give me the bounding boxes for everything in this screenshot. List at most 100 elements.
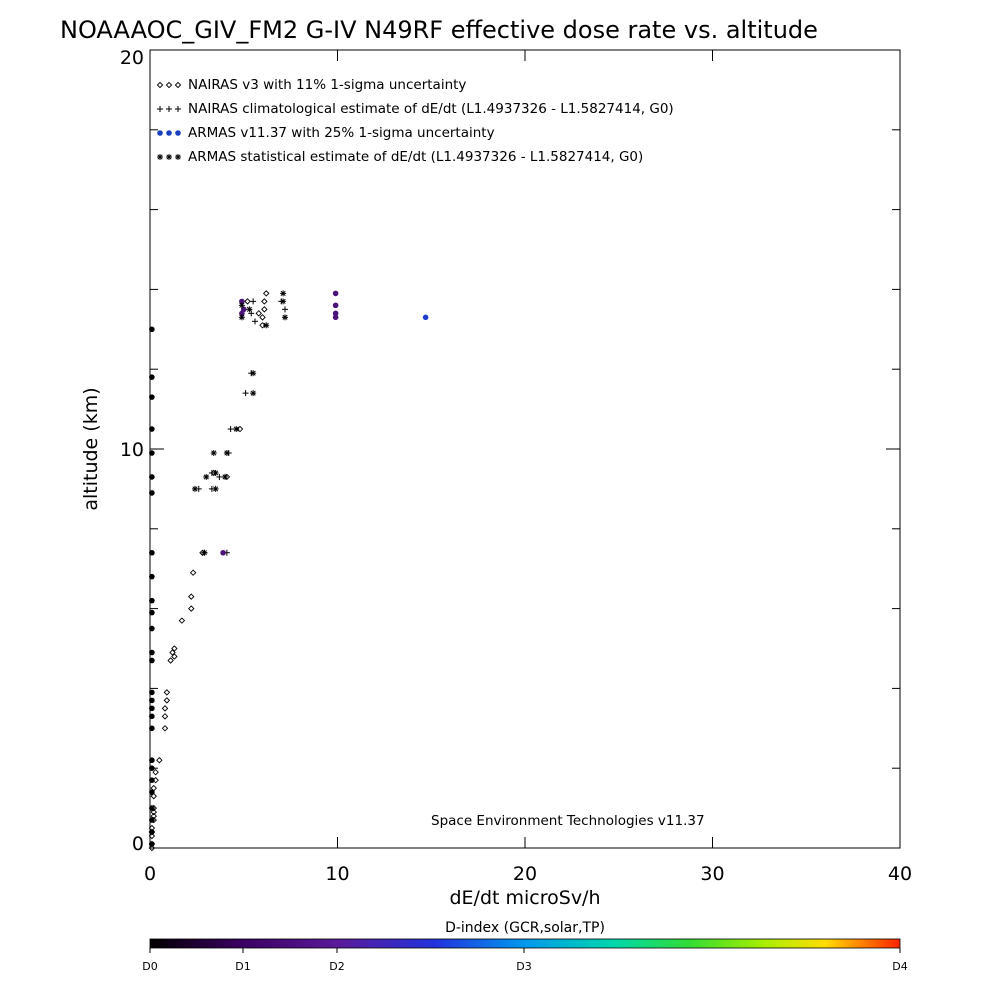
armas-point (332, 310, 339, 317)
armas-point (149, 649, 155, 656)
nairas-clim-point (282, 306, 288, 313)
nairas-point (255, 310, 262, 317)
nairas-clim-point (242, 390, 249, 397)
armas-point (149, 573, 155, 580)
axis-ticks (149, 49, 901, 849)
nairas-point (163, 697, 171, 704)
x-tick-label: 10 (325, 863, 349, 885)
colorbar-tick-label: D2 (329, 960, 344, 973)
nairas-clim-point (252, 318, 258, 325)
armas-stat-point (246, 306, 253, 313)
colorbar-tick-label: D0 (142, 960, 157, 973)
armas-point (149, 777, 155, 783)
armas-point (332, 314, 339, 321)
armas-stat-point (282, 314, 288, 321)
y-tick-label: 0 (132, 833, 144, 855)
nairas-point (188, 593, 195, 600)
legend-label-nairas: NAIRAS v3 with 11% 1-sigma uncertainty (188, 77, 466, 93)
armas-point (149, 757, 155, 764)
colorbar-ticks: D0 D1 D2 D3 D4 (142, 948, 908, 973)
nairas-point (161, 713, 169, 720)
nairas-point (244, 298, 251, 305)
armas-point (422, 314, 429, 321)
armas-point (149, 725, 155, 732)
armas-point (149, 490, 155, 496)
armas-point (149, 426, 155, 432)
legend-swatch (166, 106, 172, 112)
armas-point (332, 302, 339, 309)
nairas-point (261, 298, 268, 305)
nairas-point (263, 290, 270, 297)
y-tick-labels: 0 10 20 (120, 47, 144, 855)
data-points (148, 290, 429, 852)
nairas-point (167, 657, 174, 664)
armas-point (149, 789, 155, 795)
armas-stat-point (280, 298, 287, 305)
colorbar-tick-label: D3 (516, 960, 531, 973)
armas-point (149, 713, 155, 720)
armas-point (149, 841, 155, 847)
nairas-point (152, 768, 159, 776)
armas-stat-point (201, 549, 208, 556)
legend-swatch (166, 154, 172, 160)
x-tick-label: 40 (888, 863, 912, 885)
credit-text: Space Environment Technologies v11.37 (431, 813, 705, 829)
nairas-clim-point (250, 298, 257, 305)
nairas-point (259, 322, 266, 329)
armas-point (149, 394, 155, 400)
armas-stat-point (250, 370, 257, 377)
chart-title: NOAAAOC_GIV_FM2 G-IV N49RF effective dos… (60, 16, 818, 44)
armas-point (149, 625, 155, 632)
colorbar-label: D-index (GCR,solar,TP) (445, 920, 605, 936)
armas-stat-point (203, 473, 210, 480)
legend-swatch (175, 154, 181, 160)
nairas-point (163, 689, 171, 696)
armas-stat-point (212, 469, 219, 476)
legend-swatch (174, 81, 182, 89)
nairas-point (148, 844, 156, 852)
armas-point (149, 326, 155, 333)
plot-frame (149, 49, 901, 849)
colorbar-tick-label: D1 (235, 960, 250, 973)
armas-point (149, 549, 155, 556)
armas-stat-point (250, 390, 257, 397)
nairas-point (171, 645, 178, 652)
nairas-point (261, 306, 268, 313)
armas-point (149, 657, 155, 664)
legend-label-armas-stat: ARMAS statistical estimate of dE/dt (L1.… (188, 149, 643, 165)
colorbar-tick-label: D4 (892, 960, 907, 973)
legend-swatch (157, 106, 163, 112)
armas-stat-point (238, 302, 245, 309)
armas-point (149, 805, 155, 811)
x-tick-labels: 0 10 20 30 40 (144, 863, 912, 885)
armas-point (239, 298, 245, 305)
armas-stat-point (212, 485, 219, 492)
legend: NAIRAS v3 with 11% 1-sigma uncertainty N… (156, 77, 674, 165)
armas-point (149, 697, 155, 704)
armas-point (149, 817, 155, 823)
x-tick-label: 20 (513, 863, 537, 885)
nairas-point (171, 653, 178, 660)
armas-stat-point (192, 485, 198, 492)
nairas-point (150, 808, 157, 816)
legend-swatch (156, 81, 164, 89)
colorbar (149, 938, 901, 949)
legend-label-armas: ARMAS v11.37 with 25% 1-sigma uncertaint… (188, 125, 495, 141)
x-axis-label: dE/dt microSv/h (449, 887, 600, 909)
armas-stat-point (280, 290, 287, 297)
legend-swatch (175, 106, 181, 112)
x-tick-label: 0 (144, 863, 156, 885)
armas-stat-point (263, 322, 270, 329)
nairas-clim-point (216, 473, 223, 480)
armas-point (149, 474, 155, 480)
armas-stat-point (233, 426, 240, 433)
legend-swatch (157, 130, 163, 136)
legend-label-nairas-clim: NAIRAS climatological estimate of dE/dt … (188, 101, 674, 117)
nairas-point (150, 792, 157, 800)
x-tick-label: 30 (700, 863, 724, 885)
y-tick-label: 20 (120, 47, 144, 69)
nairas-point (188, 605, 195, 612)
nairas-point (156, 756, 163, 764)
armas-point (149, 829, 155, 835)
